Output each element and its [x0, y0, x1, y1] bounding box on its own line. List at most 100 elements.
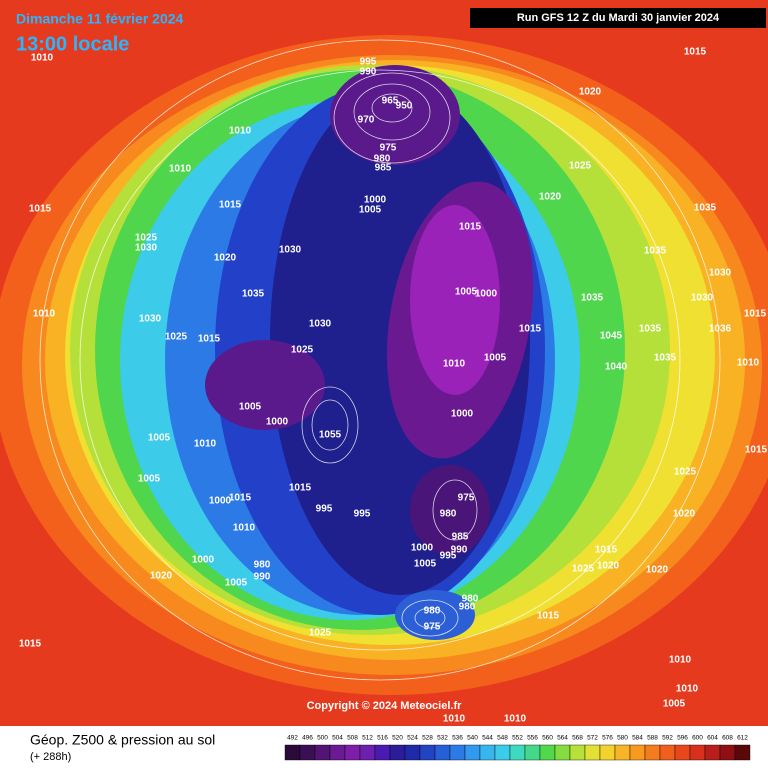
scale-label: 528	[422, 735, 433, 742]
isobar-label: 1015	[745, 445, 768, 456]
isobar-label: 1035	[639, 324, 662, 335]
scale-label: 504	[332, 735, 343, 742]
isobar-label: 1015	[519, 324, 542, 335]
scale-swatch	[419, 744, 436, 761]
scale-swatch	[539, 744, 556, 761]
scale-swatch	[554, 744, 571, 761]
scale-swatch	[464, 744, 481, 761]
scale-label: 520	[392, 735, 403, 742]
isobar-label: 1035	[581, 293, 604, 304]
scale-label: 544	[482, 735, 493, 742]
run-box	[470, 8, 766, 28]
isobar-label: 995	[440, 551, 457, 562]
isobar-label: 1055	[319, 430, 342, 441]
isobar-label: 1040	[605, 362, 628, 373]
scale-swatch	[704, 744, 721, 761]
scale-swatch	[599, 744, 616, 761]
isobar-label: 1015	[19, 639, 42, 650]
isobar-label: 1015	[198, 334, 221, 345]
isobar-label: 980	[459, 602, 476, 613]
isobar-label: 1030	[709, 268, 732, 279]
isobar-label: 995	[316, 504, 333, 515]
isobar-label: 975	[380, 143, 397, 154]
isobar-label: 1005	[484, 353, 507, 364]
isobar-label: 1036	[709, 324, 732, 335]
isobar-label: 1030	[135, 243, 158, 254]
scale-label: 496	[302, 735, 313, 742]
isobar-label: 1005	[663, 699, 686, 710]
isobar-label: 1010	[229, 126, 252, 137]
scale-label: 572	[587, 735, 598, 742]
isobar-label: 970	[358, 115, 375, 126]
isobar-label: 1015	[29, 204, 52, 215]
isobar-label: 1020	[579, 87, 602, 98]
isobar-label: 1015	[229, 493, 252, 504]
scale-swatch	[404, 744, 421, 761]
isobar-label: 1010	[737, 358, 760, 369]
isobar-label: 985	[375, 163, 392, 174]
isobar-label: 1010	[169, 164, 192, 175]
scale-label: 492	[287, 735, 298, 742]
isobar-label: 950	[396, 101, 413, 112]
isobar-label: 1035	[694, 203, 717, 214]
isobar-label: 1030	[309, 319, 332, 330]
isobar-label: 1010	[504, 714, 527, 725]
lead-time: (+ 288h)	[30, 751, 71, 763]
scale-label: 508	[347, 735, 358, 742]
isobar-label: 1010	[194, 439, 217, 450]
isobar-label: 1020	[597, 561, 620, 572]
scale-label: 536	[452, 735, 463, 742]
scale-label: 516	[377, 735, 388, 742]
isobar-label: 1025	[165, 332, 188, 343]
isobar-label: 1010	[233, 523, 256, 534]
scale-swatch	[284, 744, 301, 761]
isobar-label: 1015	[459, 222, 482, 233]
scale-swatch	[509, 744, 526, 761]
isobar-label: 980	[462, 594, 479, 605]
isobar-label: 1000	[411, 543, 434, 554]
isobar-label: 1015	[744, 309, 767, 320]
isobar-label: 1025	[572, 564, 595, 575]
isobar-label: 1000	[475, 289, 498, 300]
scale-label: 604	[707, 735, 718, 742]
isobar-label: 1030	[139, 314, 162, 325]
scale-label: 552	[512, 735, 523, 742]
isobar-label: 1035	[644, 246, 667, 257]
scale-swatch	[479, 744, 496, 761]
isobar-label: 975	[424, 622, 441, 633]
isobar-label: 1025	[309, 628, 332, 639]
isobar-label: 1010	[669, 655, 692, 666]
scale-swatch	[524, 744, 541, 761]
isobar-label: 1005	[225, 578, 248, 589]
legend-title: Géop. Z500 & pression au sol	[30, 732, 215, 748]
scale-label: 568	[572, 735, 583, 742]
isobar-label: 1005	[138, 474, 161, 485]
scale-label: 524	[407, 735, 418, 742]
scale-label: 596	[677, 735, 688, 742]
isobar-label: 990	[451, 545, 468, 556]
isobar-label: 1015	[595, 545, 618, 556]
scale-swatch	[584, 744, 601, 761]
scale-label: 540	[467, 735, 478, 742]
isobar-label: 1010	[676, 684, 699, 695]
isobar-label: 1020	[539, 192, 562, 203]
isobar-label: 1020	[150, 571, 173, 582]
scale-label: 576	[602, 735, 613, 742]
isobar-label: 1020	[673, 509, 696, 520]
scale-swatch	[569, 744, 586, 761]
isobar-label: 1000	[364, 195, 387, 206]
scale-swatch	[659, 744, 676, 761]
isobar-label: 1045	[600, 331, 623, 342]
scale-swatch	[719, 744, 736, 761]
valid-date: Dimanche 11 février 2024	[16, 11, 184, 27]
isobar-label: 1020	[214, 253, 237, 264]
isobar-label: 1015	[219, 200, 242, 211]
scale-swatch	[299, 744, 316, 761]
isobar-label: 980	[440, 509, 457, 520]
scale-label: 556	[527, 735, 538, 742]
scale-label: 500	[317, 735, 328, 742]
scale-swatch	[374, 744, 391, 761]
scale-label: 608	[722, 735, 733, 742]
isobar-label: 1035	[242, 289, 265, 300]
